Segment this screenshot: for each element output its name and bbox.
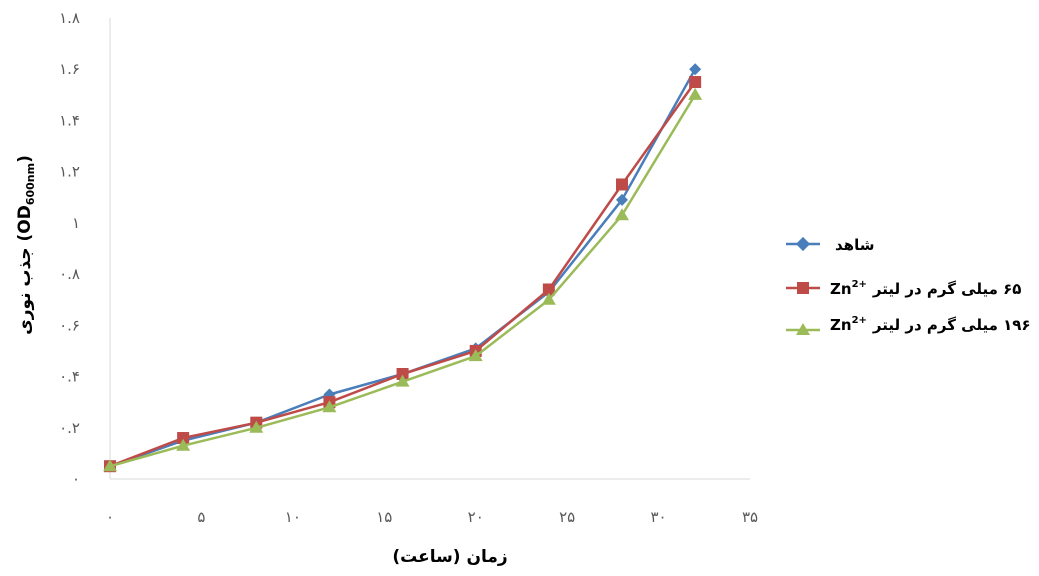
data-point-series-2 (176, 438, 191, 451)
legend-sup-zn196: 2+ (852, 315, 867, 326)
data-point-series-1 (396, 367, 409, 380)
series-line-1 (109, 81, 697, 468)
x-tick-label: ۱۵ (376, 508, 392, 526)
legend-ion-zn196: Zn (830, 316, 852, 334)
x-tick-labels: ۰ ۵ ۱۰ ۱۵ ۲۰ ۲۵ ۳۰ ۳۵ (106, 508, 758, 526)
data-point-series-0 (689, 63, 702, 76)
legend-text-zn196: ۱۹۶ میلی گرم در لیتر (872, 316, 1031, 334)
x-axis-title: زمان (ساعت) (392, 547, 507, 567)
data-point-series-2 (615, 208, 629, 221)
y-axis-title-sub: 600nm (24, 163, 37, 205)
x-tick-label: ۳۵ (742, 508, 758, 526)
legend: شاهد Zn2+ ۶۵ میلی گرم در لیتر Zn2+ ۱۹۶ میل… (786, 236, 1031, 335)
legend-label-zn196: Zn2+ ۱۹۶ میلی گرم در لیتر (830, 315, 1031, 334)
y-tick-label: ۰ (72, 470, 80, 488)
legend-item-zn65: Zn2+ ۶۵ میلی گرم در لیتر (786, 279, 1021, 298)
y-tick-label: ۰.۲ (59, 419, 80, 437)
data-point-series-2 (395, 374, 410, 387)
data-point-series-0 (616, 193, 628, 206)
x-tick-label: ۰ (106, 508, 114, 526)
x-tick-label: ۳۰ (651, 508, 667, 526)
data-point-series-2 (541, 292, 556, 305)
data-point-series-2 (103, 459, 117, 472)
y-tick-label: ۰.۴ (59, 368, 80, 386)
y-tick-label: ۱ (72, 214, 80, 232)
y-axis-title: جذب نوری (OD600nm) (15, 155, 37, 335)
x-tick-label: ۵ (197, 508, 205, 526)
data-point-series-2 (468, 349, 483, 362)
y-tick-label: ۰.۸ (59, 265, 80, 283)
data-point-series-2 (322, 400, 337, 413)
y-tick-label: ۱.۶ (59, 60, 80, 78)
legend-marker-zn65 (797, 282, 809, 294)
legend-marker-zn196 (796, 323, 810, 335)
x-tick-label: ۲۵ (559, 508, 575, 526)
data-point-series-1 (616, 178, 628, 191)
data-point-series-1 (689, 76, 702, 89)
y-tick-label: ۱.۸ (59, 9, 80, 27)
legend-sup-zn65: 2+ (852, 279, 867, 290)
legend-text-zn65: ۶۵ میلی گرم در لیتر (872, 280, 1022, 298)
legend-item-zn196: Zn2+ ۱۹۶ میلی گرم در لیتر (786, 315, 1031, 335)
data-point-series-2 (249, 420, 264, 433)
x-tick-label: ۱۰ (285, 508, 301, 526)
data-point-series-1 (177, 432, 190, 445)
data-point-series-2 (688, 87, 703, 100)
y-tick-labels: ۰ ۰.۲ ۰.۴ ۰.۶ ۰.۸ ۱ ۱.۲ ۱.۴ ۱.۶ ۱.۸ (59, 9, 80, 488)
series-layer (103, 63, 703, 473)
legend-label-zn65: Zn2+ ۶۵ میلی گرم در لیتر (830, 279, 1021, 298)
legend-item-control: شاهد (786, 236, 874, 254)
legend-marker-control (795, 236, 811, 252)
y-axis-title-close: ) (15, 155, 35, 163)
data-point-series-1 (542, 283, 555, 296)
y-tick-label: ۰.۶ (59, 316, 80, 334)
y-axis-title-main: جذب نوری (OD (15, 205, 35, 335)
series-line-2 (109, 94, 697, 468)
series-line-0 (109, 68, 697, 468)
y-tick-label: ۱.۴ (59, 111, 80, 129)
legend-ion-zn65: Zn (830, 280, 852, 298)
y-tick-label: ۱.۲ (59, 163, 80, 181)
legend-label-control: شاهد (835, 236, 874, 254)
x-tick-label: ۲۰ (468, 508, 484, 526)
